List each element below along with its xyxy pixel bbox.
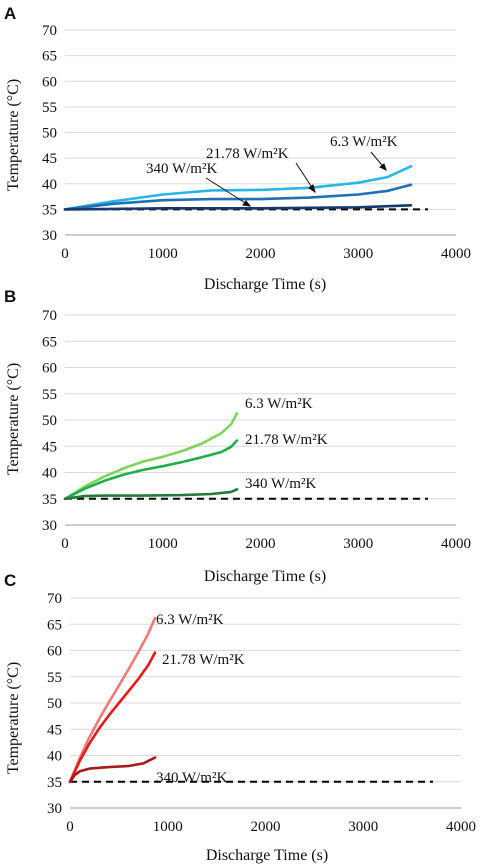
panel-c-x-tick-labels: 0 1000 2000 3000 4000 (66, 819, 476, 835)
panel-a-label-21-78: 21.78 W/m²K (206, 146, 289, 162)
arrow-340-head (242, 200, 252, 207)
label-text: 340 W/m²K (156, 770, 227, 786)
panel-c-label-340: 340 W/m²K (156, 770, 227, 786)
y-tick-label: 40 (47, 749, 62, 765)
panel-b-y-axis-title: Temperature (°C) (5, 363, 22, 475)
y-tick-label: 40 (42, 177, 57, 193)
panel-letter-a: A (4, 4, 16, 23)
label-text: 21.78 W/m²K (162, 652, 245, 668)
x-tick-label: 0 (61, 246, 69, 262)
series-line-3 (68, 756, 157, 784)
panel-a-label-6-3: 6.3 W/m²K (330, 134, 398, 150)
y-tick-label: 30 (47, 801, 62, 817)
panel-a: A 30 35 40 45 50 55 60 65 70 0 1000 2000 3000 4000 D… (4, 4, 471, 293)
label-text: 6.3 W/m²K (245, 396, 313, 412)
panel-a-series (63, 165, 413, 211)
x-tick-label: 3000 (343, 536, 373, 552)
y-tick-label: 60 (47, 644, 62, 660)
y-tick-label: 70 (47, 591, 62, 607)
x-tick-label: 2000 (246, 536, 276, 552)
panel-a-label-340: 340 W/m²K (146, 161, 217, 177)
panel-b-series (63, 411, 239, 501)
panel-a-y-axis-title: Temperature (°C) (5, 79, 22, 191)
y-tick-label: 65 (47, 617, 62, 633)
y-tick-label: 55 (42, 387, 57, 403)
label-text: 6.3 W/m²K (330, 134, 398, 150)
x-tick-label: 4000 (446, 819, 476, 835)
panel-a-x-axis-title: Discharge Time (s) (204, 276, 326, 293)
x-tick-label: 1000 (153, 819, 183, 835)
series-line-3 (63, 487, 239, 501)
y-tick-label: 45 (42, 151, 57, 167)
y-tick-label: 65 (42, 49, 57, 65)
series-line-2 (63, 439, 239, 501)
y-tick-label: 40 (42, 466, 57, 482)
panel-c-x-axis-title: Discharge Time (s) (206, 847, 328, 864)
series-line-1 (63, 165, 413, 211)
panel-b-label-6-3: 6.3 W/m²K (245, 396, 313, 412)
x-tick-label: 3000 (348, 819, 378, 835)
panel-a-x-tick-labels: 0 1000 2000 3000 4000 (61, 246, 471, 262)
x-tick-label: 0 (61, 536, 69, 552)
series-line-1 (68, 616, 157, 784)
y-tick-label: 50 (42, 126, 57, 142)
panel-b-y-tick-labels: 30 35 40 45 50 55 60 65 70 (42, 308, 57, 534)
series-line-3 (63, 204, 413, 211)
y-tick-label: 50 (47, 696, 62, 712)
x-tick-label: 4000 (441, 536, 471, 552)
panel-b-x-tick-labels: 0 1000 2000 3000 4000 (61, 536, 471, 552)
y-tick-label: 70 (42, 23, 57, 39)
x-tick-label: 0 (66, 819, 74, 835)
label-text: 6.3 W/m²K (156, 612, 224, 628)
y-tick-label: 55 (47, 670, 62, 686)
y-tick-label: 60 (42, 361, 57, 377)
x-tick-label: 4000 (441, 246, 471, 262)
series-line-2 (63, 183, 413, 211)
panel-c-label-6-3: 6.3 W/m²K (156, 612, 224, 628)
label-text: 340 W/m²K (146, 161, 217, 177)
y-tick-label: 35 (42, 492, 57, 508)
arrow-6-3-head (379, 163, 387, 171)
panel-c-y-tick-labels: 30 35 40 45 50 55 60 65 70 (47, 591, 62, 817)
x-tick-label: 2000 (246, 246, 276, 262)
series-line-1 (63, 411, 239, 501)
panel-b-x-axis-title: Discharge Time (s) (204, 568, 326, 585)
y-tick-label: 60 (42, 74, 57, 90)
y-tick-label: 45 (42, 439, 57, 455)
y-tick-label: 30 (42, 228, 57, 244)
panel-letter-b: B (4, 287, 16, 306)
x-tick-label: 1000 (148, 246, 178, 262)
y-tick-label: 70 (42, 308, 57, 324)
panel-c-label-21-78: 21.78 W/m²K (162, 652, 245, 668)
y-tick-label: 30 (42, 518, 57, 534)
label-text: 21.78 W/m²K (245, 432, 328, 448)
panel-c-y-axis-title: Temperature (°C) (5, 662, 22, 774)
arrow-21-78-head (308, 184, 316, 194)
x-tick-label: 3000 (343, 246, 373, 262)
panel-a-y-tick-labels: 30 35 40 45 50 55 60 65 70 (42, 23, 57, 244)
y-tick-label: 65 (42, 334, 57, 350)
y-tick-label: 45 (47, 722, 62, 738)
x-tick-label: 2000 (251, 819, 281, 835)
panel-a-arrows (205, 151, 387, 207)
y-tick-label: 35 (47, 775, 62, 791)
panel-b: B 30 35 40 45 50 55 60 65 70 0 1000 2000 3000 4000 D… (4, 287, 471, 585)
series-line-2 (68, 651, 157, 784)
panel-a-grid (65, 29, 456, 210)
label-text: 340 W/m²K (245, 476, 316, 492)
x-tick-label: 1000 (148, 536, 178, 552)
label-text: 21.78 W/m²K (206, 146, 289, 162)
panel-c-series (68, 616, 157, 784)
y-tick-label: 55 (42, 100, 57, 116)
panel-letter-c: C (4, 571, 16, 590)
panel-b-label-21-78: 21.78 W/m²K (245, 432, 328, 448)
y-tick-label: 35 (42, 202, 57, 218)
y-tick-label: 50 (42, 413, 57, 429)
panel-b-label-340: 340 W/m²K (245, 476, 316, 492)
panel-c: C 30 35 40 45 50 55 60 65 70 0 1000 2000 3000 4000 D… (4, 571, 476, 864)
arrow-340 (205, 177, 251, 207)
